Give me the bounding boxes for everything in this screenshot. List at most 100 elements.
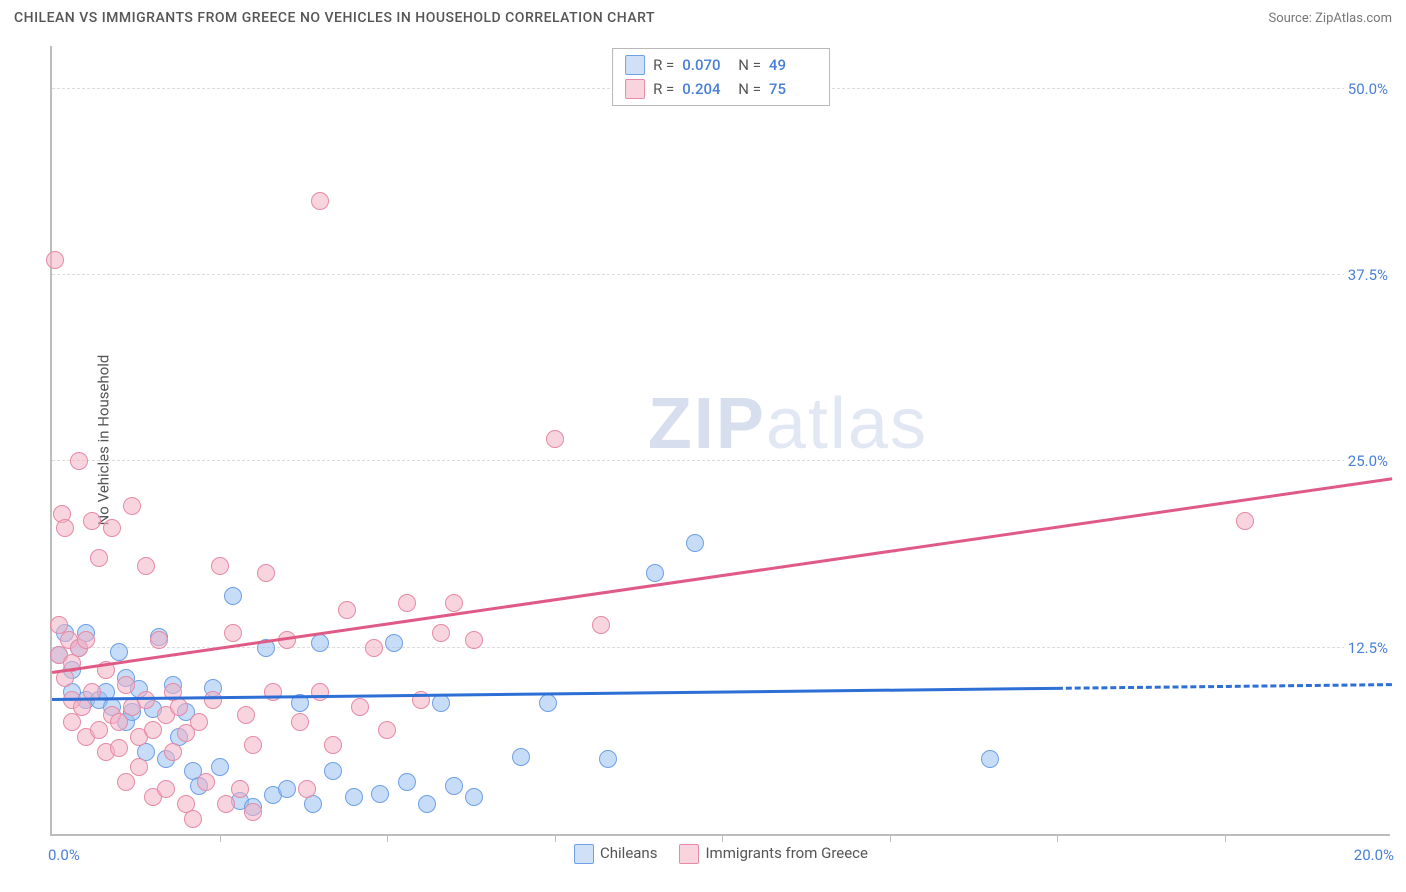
- legend-item: Immigrants from Greece: [679, 844, 868, 864]
- x-tick: [1057, 834, 1058, 842]
- data-point: [137, 557, 155, 575]
- y-tick-label: 25.0%: [1344, 452, 1392, 470]
- legend-stats: R =0.070N =49R =0.204N =75: [612, 48, 830, 106]
- legend-stats-row: R =0.070N =49: [625, 53, 817, 77]
- data-point: [371, 785, 389, 803]
- data-point: [244, 803, 262, 821]
- gridline: [52, 274, 1390, 275]
- data-point: [338, 601, 356, 619]
- data-point: [646, 564, 664, 582]
- data-point: [157, 780, 175, 798]
- chart-title: CHILEAN VS IMMIGRANTS FROM GREECE NO VEH…: [14, 10, 655, 26]
- watermark-bold: ZIP: [648, 384, 766, 464]
- r-label: R =: [653, 80, 674, 98]
- data-point: [311, 192, 329, 210]
- trend-line: [52, 684, 1392, 699]
- data-point: [512, 748, 530, 766]
- data-point: [264, 683, 282, 701]
- data-point: [46, 251, 64, 269]
- r-value: 0.070: [682, 56, 730, 74]
- source-link[interactable]: ZipAtlas.com: [1315, 11, 1392, 26]
- data-point: [231, 780, 249, 798]
- legend-swatch: [679, 844, 699, 864]
- scatter-plot: No Vehicles in Household ZIPatlas R = 0.0…: [50, 46, 1390, 836]
- data-point: [432, 624, 450, 642]
- legend-swatch: [574, 844, 594, 864]
- data-point: [981, 750, 999, 768]
- data-point: [224, 587, 242, 605]
- x-tick: [555, 834, 556, 842]
- data-point: [137, 691, 155, 709]
- x-max-label: 20.0%: [1354, 846, 1394, 864]
- data-point: [398, 594, 416, 612]
- data-point: [224, 624, 242, 642]
- data-point: [211, 758, 229, 776]
- r-label: R =: [653, 56, 674, 74]
- data-point: [110, 643, 128, 661]
- y-tick-label: 37.5%: [1344, 266, 1392, 284]
- source-label: Source: ZipAtlas.com: [1268, 11, 1392, 26]
- r-value: 0.204: [682, 80, 730, 98]
- data-point: [73, 698, 91, 716]
- watermark: ZIPatlas: [648, 383, 928, 465]
- legend-label: Immigrants from Greece: [705, 844, 868, 862]
- data-point: [70, 452, 88, 470]
- y-tick-label: 12.5%: [1344, 639, 1392, 657]
- data-point: [83, 512, 101, 530]
- data-point: [311, 634, 329, 652]
- y-axis-title: No Vehicles in Household: [94, 355, 112, 526]
- data-point: [170, 698, 188, 716]
- data-point: [63, 713, 81, 731]
- data-point: [298, 780, 316, 798]
- x-tick: [1225, 834, 1226, 842]
- y-tick-label: 50.0%: [1344, 80, 1392, 98]
- data-point: [599, 750, 617, 768]
- x-tick: [722, 834, 723, 842]
- data-point: [123, 497, 141, 515]
- data-point: [130, 758, 148, 776]
- legend-item: Chileans: [574, 844, 657, 864]
- gridline: [52, 647, 1390, 648]
- gridline: [52, 460, 1390, 461]
- x-tick: [387, 834, 388, 842]
- data-point: [217, 795, 235, 813]
- data-point: [117, 773, 135, 791]
- data-point: [592, 616, 610, 634]
- data-point: [378, 721, 396, 739]
- n-value: 49: [769, 56, 817, 74]
- legend-stats-row: R =0.204N =75: [625, 77, 817, 101]
- data-point: [190, 713, 208, 731]
- data-point: [278, 780, 296, 798]
- data-point: [164, 743, 182, 761]
- data-point: [90, 549, 108, 567]
- data-point: [184, 810, 202, 828]
- data-point: [211, 557, 229, 575]
- legend-label: Chileans: [600, 844, 657, 862]
- data-point: [1236, 512, 1254, 530]
- data-point: [244, 736, 262, 754]
- data-point: [365, 639, 383, 657]
- data-point: [77, 631, 95, 649]
- x-tick: [890, 834, 891, 842]
- data-point: [324, 736, 342, 754]
- data-point: [90, 721, 108, 739]
- data-point: [150, 631, 168, 649]
- data-point: [237, 706, 255, 724]
- watermark-light: atlas: [766, 384, 928, 464]
- legend-swatch: [625, 79, 645, 99]
- data-point: [445, 777, 463, 795]
- data-point: [117, 676, 135, 694]
- x-tick: [220, 834, 221, 842]
- data-point: [465, 631, 483, 649]
- data-point: [539, 694, 557, 712]
- data-point: [398, 773, 416, 791]
- data-point: [418, 795, 436, 813]
- data-point: [103, 519, 121, 537]
- data-point: [465, 788, 483, 806]
- data-point: [432, 694, 450, 712]
- data-point: [197, 773, 215, 791]
- source-prefix: Source:: [1268, 11, 1315, 26]
- data-point: [445, 594, 463, 612]
- data-point: [311, 683, 329, 701]
- data-point: [324, 762, 342, 780]
